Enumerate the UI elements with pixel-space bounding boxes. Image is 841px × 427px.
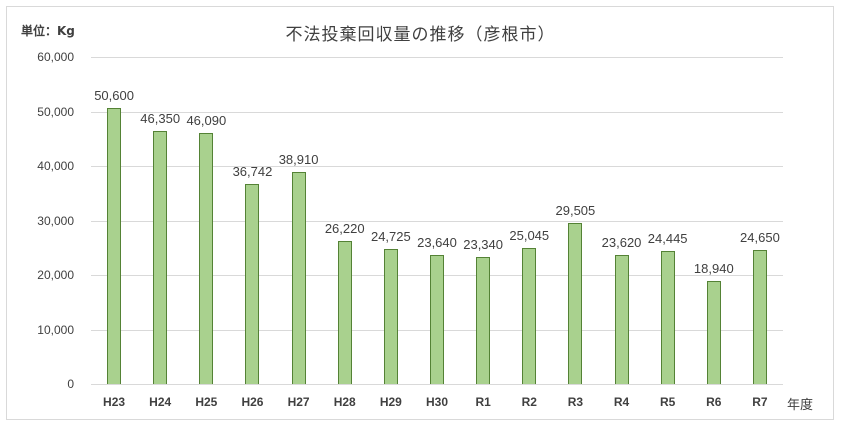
gridline (91, 220, 783, 222)
x-tick-label: H29 (379, 395, 402, 409)
bar-r7 (752, 249, 767, 384)
bar-h23 (107, 108, 122, 384)
x-tick-label: R2 (521, 395, 537, 409)
x-tick-label: R4 (613, 395, 630, 409)
y-tick-label: 0 (67, 377, 74, 391)
x-tick-label: H24 (149, 395, 172, 409)
y-tick-label: 60,000 (37, 50, 74, 64)
y-tick-label: 20,000 (37, 268, 74, 282)
gridline (91, 384, 783, 385)
x-tick-label: H23 (103, 395, 126, 409)
x-tick-label: H25 (195, 395, 218, 409)
x-tick-label: R3 (567, 395, 584, 409)
bar-r1 (476, 256, 491, 384)
data-label: 24,725 (370, 229, 411, 245)
gridline (91, 166, 783, 167)
y-tick-label: 40,000 (37, 159, 74, 173)
x-tick-label: R5 (659, 395, 676, 409)
data-label: 46,090 (186, 112, 227, 128)
data-label: 26,220 (324, 221, 365, 237)
x-axis-title: 年度 (787, 398, 814, 413)
data-label: 36,742 (232, 163, 273, 179)
bar-r3 (568, 223, 583, 384)
bar-h28 (337, 241, 352, 384)
x-tick-label: H27 (287, 395, 310, 409)
data-label: 46,350 (140, 111, 181, 127)
chart-title: 不法投棄回収量の推移（彦根市） (285, 25, 556, 45)
data-label: 38,910 (278, 151, 319, 167)
plot-area: 50,600 46,350 46,090 36,742 38,910 26,220 24,7… (91, 57, 783, 385)
bar-h30 (430, 255, 444, 384)
y-tick-label: 30,000 (37, 213, 74, 228)
data-label: 23,340 (463, 236, 503, 252)
data-label: 23,640 (417, 235, 457, 251)
x-tick-label: R6 (706, 395, 722, 409)
bar-h24 (153, 131, 168, 384)
data-label: 29,505 (555, 203, 596, 219)
y-tick-label: 50,000 (37, 104, 74, 119)
data-label: 23,620 (601, 235, 642, 251)
x-tick-label: H28 (333, 395, 356, 409)
gridline (91, 57, 783, 58)
data-label: 24,445 (647, 230, 688, 246)
x-tick-label: R1 (475, 395, 491, 409)
bar-r6 (706, 280, 721, 384)
y-tick-label: 10,000 (37, 322, 74, 337)
unit-label: 単位：Kg (21, 24, 75, 38)
x-tick-label: H30 (425, 395, 448, 409)
gridline (91, 111, 783, 113)
bar-r5 (660, 250, 675, 384)
x-tick-label: H26 (241, 395, 264, 409)
bar-h27 (291, 171, 306, 384)
x-tick-label: R7 (752, 395, 768, 409)
bar-r2 (522, 247, 537, 384)
data-label: 25,045 (509, 227, 550, 243)
data-label: 18,940 (693, 260, 734, 276)
bar-h29 (383, 249, 398, 384)
data-label: 50,600 (94, 88, 134, 104)
bar-h26 (245, 183, 260, 384)
bar-h25 (199, 132, 214, 384)
data-label: 24,650 (740, 229, 780, 245)
chart-frame (6, 6, 834, 420)
bar-r4 (614, 255, 629, 384)
